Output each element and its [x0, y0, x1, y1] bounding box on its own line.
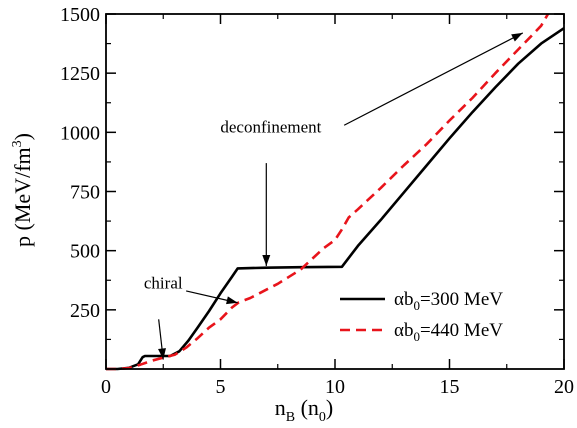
y-label-main: p (MeV/fm [10, 147, 35, 247]
annotation-arrowhead-2 [226, 296, 238, 305]
x-label-end: ) [326, 395, 333, 420]
x-axis-label: nB (n0) [275, 395, 334, 425]
annotation-arrow-4 [343, 32, 524, 126]
legend-label-series-2: αb0=440 MeV [394, 320, 503, 344]
y-tick-label: 1500 [60, 4, 100, 26]
axis-ticks [105, 13, 565, 369]
series-line-2 [106, 13, 550, 371]
y-label-end: ) [10, 133, 35, 140]
x-tick-label: 5 [216, 376, 226, 398]
plot-lines [106, 13, 565, 371]
x-label-sub: B [286, 410, 295, 425]
legend: αb0=300 MeV αb0=440 MeV [340, 289, 503, 344]
axis-tick-labels: 0 5 10 15 20 250 500 750 1000 1250 1500 [60, 4, 574, 398]
y-label-sup: 3 [10, 140, 25, 147]
annotation-label-1: chiral [144, 274, 183, 293]
x-label-rest: (n [295, 395, 319, 420]
y-tick-label: 500 [70, 241, 100, 263]
x-tick-label: 10 [325, 376, 345, 398]
x-label-sub2: 0 [319, 410, 326, 425]
annotations: chiral deconfinement [144, 32, 524, 360]
annotation-arrowhead-1 [158, 348, 166, 360]
plot-frame [105, 13, 565, 370]
x-label-main: n [275, 395, 286, 420]
legend-label-series-1: αb0=300 MeV [394, 289, 503, 313]
annotation-arrowhead-4 [511, 32, 523, 42]
y-tick-label: 1000 [60, 122, 100, 144]
x-tick-label: 15 [440, 376, 460, 398]
y-tick-label: 750 [70, 182, 100, 204]
annotation-label-2: deconfinement [220, 117, 321, 136]
x-tick-label: 20 [554, 376, 574, 398]
y-tick-label: 250 [70, 300, 100, 322]
series-line-1 [106, 27, 565, 371]
y-axis-label: p (MeV/fm3) [10, 133, 35, 247]
x-tick-label: 0 [101, 376, 111, 398]
annotation-arrowhead-3 [262, 255, 271, 267]
y-tick-label: 1250 [60, 63, 100, 85]
